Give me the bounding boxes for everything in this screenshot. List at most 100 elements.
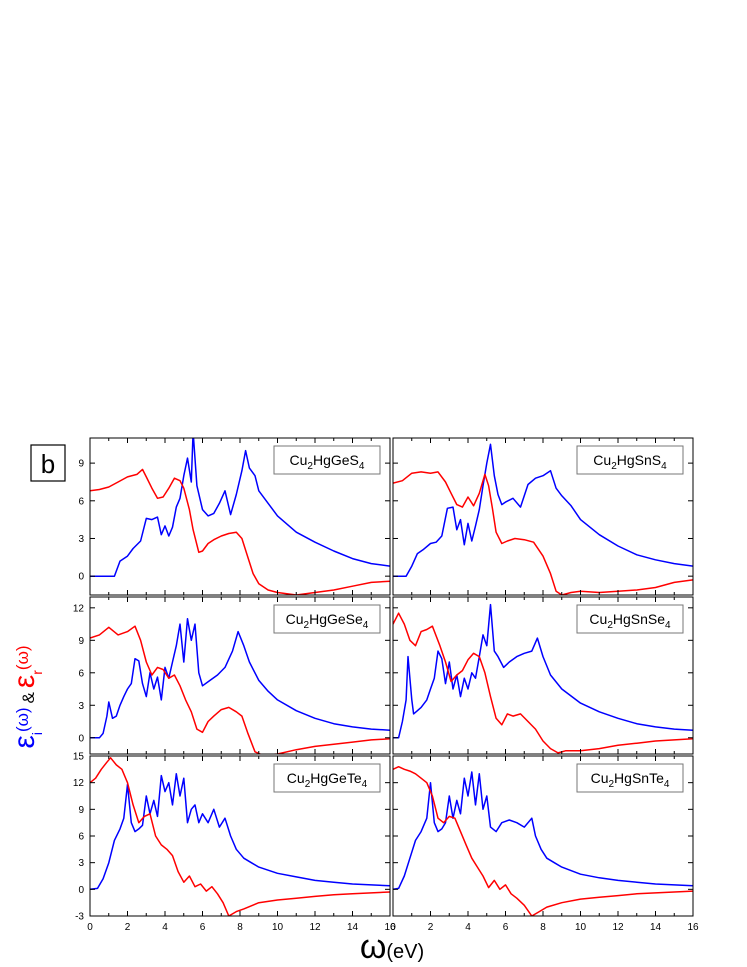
y-label-eps-r-symbol: ε [8, 675, 41, 688]
y-tick-label: 3 [78, 534, 84, 545]
panel-cu2hggese4: 0 3 6 9 12 Cu2HgGeSe4 [73, 596, 391, 755]
eps-r-line [90, 468, 390, 595]
compound-label-text: HgSnSe [613, 611, 665, 627]
x-tick-label: 4 [465, 922, 471, 933]
compound-label-subscript: 2 [607, 620, 613, 631]
panel-label-box: b [30, 444, 66, 482]
x-tick-label: 0 [87, 922, 93, 933]
y-label-eps-i-subscript: i [29, 732, 45, 735]
eps-r-line [90, 757, 390, 916]
compound-label-text: Cu [593, 452, 611, 468]
compound-label-text: HgGeS [313, 452, 359, 468]
compound-label-text: HgGeTe [310, 770, 362, 786]
eps-i-line [90, 438, 390, 577]
compound-label-subscript: 4 [661, 461, 667, 472]
x-tick-label: 8 [540, 922, 546, 933]
x-tick-label: 2 [428, 922, 434, 933]
eps-r-line [393, 471, 693, 595]
y-tick-label: 3 [78, 701, 84, 712]
eps-r-line [393, 612, 693, 754]
y-tick-label: 3 [78, 858, 84, 869]
compound-label-subscript: 4 [665, 620, 671, 631]
y-tick-label: -3 [75, 912, 84, 923]
compound-label-box [273, 604, 381, 634]
compound-label-text: HgSnTe [614, 770, 664, 786]
compound-label-subscript: 4 [664, 779, 670, 790]
panel-cu2hgsns4: Cu2HgSnS4 [392, 437, 694, 596]
compound-label-subscript: 2 [608, 779, 614, 790]
compound-label-box [576, 445, 684, 475]
compound-label-subscript: 4 [363, 620, 369, 631]
y-label-ampersand: & [19, 691, 38, 703]
compound-label: Cu2HgSnTe4 [591, 770, 670, 790]
y-tick-label: 6 [78, 832, 84, 843]
compound-label-subscript: 4 [359, 461, 365, 472]
compound-label: Cu2HgGeTe4 [287, 770, 368, 790]
y-tick-label: 0 [78, 885, 84, 896]
compound-label-text: Cu [287, 770, 305, 786]
x-tick-label: 14 [650, 922, 662, 933]
x-tick-label: 10 [575, 922, 587, 933]
eps-i-line [393, 603, 693, 739]
x-tick-label: 12 [612, 922, 624, 933]
x-axis-label: ω(eV) [360, 928, 424, 966]
compound-label: Cu2HgGeSe4 [286, 611, 369, 631]
y-axis-label: εi(ω)&εr(ω) [8, 645, 45, 748]
x-label-omega: ω [360, 928, 387, 966]
compound-label: Cu2HgSnS4 [593, 452, 667, 472]
compound-label-text: Cu [591, 770, 609, 786]
compound-label-subscript: 2 [305, 779, 311, 790]
y-tick-label: 9 [78, 459, 84, 470]
x-tick-label: 0 [390, 922, 396, 933]
y-tick-label: 9 [78, 805, 84, 816]
compound-label: Cu2HgGeS4 [290, 452, 365, 472]
compound-label-subscript: 2 [304, 620, 310, 631]
compound-label-subscript: 2 [307, 461, 313, 472]
eps-r-line [90, 625, 390, 754]
panel-cu2hgsnse4: Cu2HgSnSe4 [392, 596, 694, 755]
x-label-unit: (eV) [386, 941, 424, 963]
y-tick-label: 12 [73, 778, 85, 789]
compound-label-box [576, 763, 684, 793]
x-tick-label: 14 [347, 922, 359, 933]
eps-i-line [393, 443, 693, 577]
compound-label-text: HgGeSe [309, 611, 363, 627]
compound-label-box [576, 604, 684, 634]
compound-label-subscript: 4 [362, 779, 368, 790]
y-tick-label: 6 [78, 668, 84, 679]
y-tick-label: 0 [78, 733, 84, 744]
panel-cu2hgges4: 0 3 6 9 Cu2HgGeS4 [78, 437, 391, 596]
compound-label-text: Cu [286, 611, 304, 627]
compound-label-text: Cu [589, 611, 607, 627]
eps-i-line [90, 617, 390, 739]
x-tick-label: 6 [503, 922, 509, 933]
y-tick-label: 0 [78, 572, 84, 583]
x-tick-label: 2 [125, 922, 131, 933]
compound-label-box [273, 445, 381, 475]
y-label-eps-i-argument: (ω) [13, 707, 32, 732]
svg-text:εi(ω)&εr(ω): εi(ω)&εr(ω) [8, 645, 45, 748]
compound-label-box [273, 763, 381, 793]
compound-label: Cu2HgSnSe4 [589, 611, 671, 631]
y-label-eps-i-symbol: ε [8, 735, 41, 748]
x-tick-label: 12 [309, 922, 321, 933]
eps-i-line [90, 773, 390, 891]
y-tick-label: 6 [78, 496, 84, 507]
y-tick-label: 15 [73, 752, 85, 763]
x-tick-label: 4 [162, 922, 168, 933]
y-tick-label: 12 [73, 603, 85, 614]
x-tick-label: 10 [272, 922, 284, 933]
y-label-eps-r-subscript: r [29, 670, 45, 675]
panel-label: b [41, 449, 55, 479]
x-tick-label: 16 [687, 922, 699, 933]
compound-label-text: HgSnS [617, 452, 661, 468]
y-tick-label: 9 [78, 636, 84, 647]
x-tick-label: 16 [384, 922, 396, 933]
x-tick-label: 6 [200, 922, 206, 933]
y-label-eps-r-argument: (ω) [13, 645, 32, 670]
